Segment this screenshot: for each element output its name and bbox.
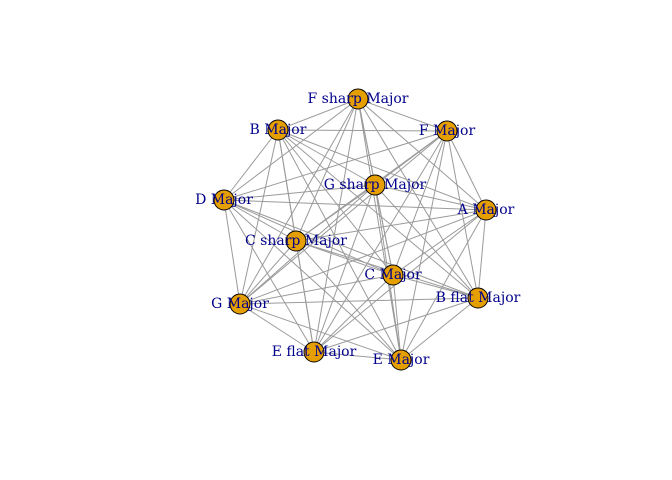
- edge-eflat-e: [313, 351, 402, 361]
- node-bflat: [467, 287, 489, 309]
- node-b: [267, 119, 289, 141]
- edge-a-bflat: [477, 209, 487, 299]
- edge-b-f: [277, 129, 448, 132]
- edge-c-eflat: [313, 274, 394, 353]
- edge-gsharp-a: [374, 184, 487, 211]
- edge-bflat-g: [239, 297, 479, 305]
- edge-f-d: [223, 130, 448, 201]
- node-label-f: F Major: [419, 123, 476, 139]
- edge-f-e: [400, 130, 448, 361]
- node-label-d: D Major: [195, 192, 253, 208]
- edge-gsharp-d: [223, 184, 376, 201]
- node-label-eflat: E flat Major: [272, 344, 357, 360]
- edge-d-g: [223, 199, 241, 305]
- node-csharp: [285, 230, 307, 252]
- edge-b-g: [239, 129, 279, 305]
- edge-f-bflat: [446, 130, 479, 299]
- edge-fsharp-f: [357, 98, 448, 132]
- node-eflat: [303, 341, 325, 363]
- nodes-layer: [213, 88, 497, 371]
- node-fsharp: [347, 88, 369, 110]
- node-label-b: B Major: [250, 122, 307, 138]
- edge-d-csharp: [223, 199, 297, 242]
- node-label-c: C Major: [364, 267, 422, 283]
- edge-gsharp-eflat: [313, 184, 376, 353]
- node-g: [229, 293, 251, 315]
- edge-b-c: [277, 129, 394, 276]
- node-label-fsharp: F sharp Major: [308, 91, 409, 107]
- edge-a-c: [392, 209, 487, 276]
- edge-d-bflat: [223, 199, 479, 299]
- node-label-a: A Major: [457, 202, 515, 218]
- edge-fsharp-b: [277, 98, 359, 131]
- edge-f-g: [239, 130, 448, 305]
- node-gsharp: [364, 174, 386, 196]
- edge-gsharp-bflat: [374, 184, 479, 299]
- edge-csharp-c: [295, 240, 394, 276]
- edge-b-a: [277, 129, 487, 211]
- node-d: [213, 189, 235, 211]
- edge-d-a: [223, 199, 487, 211]
- edge-f-c: [392, 130, 448, 276]
- edge-gsharp-c: [374, 184, 394, 276]
- edge-fsharp-csharp: [295, 98, 359, 242]
- edge-c-g: [239, 274, 394, 305]
- edge-a-e: [400, 209, 487, 361]
- edge-b-d: [223, 129, 279, 201]
- edge-bflat-e: [400, 297, 479, 361]
- edge-g-eflat: [239, 303, 315, 353]
- edge-csharp-g: [239, 240, 297, 305]
- node-label-bflat: B flat Major: [436, 290, 521, 306]
- node-f: [436, 120, 458, 142]
- node-label-csharp: C sharp Major: [245, 233, 347, 249]
- edge-b-gsharp: [277, 129, 376, 186]
- node-c: [382, 264, 404, 286]
- node-e: [390, 349, 412, 371]
- edge-a-g: [239, 209, 487, 305]
- edge-b-bflat: [277, 129, 479, 299]
- edge-fsharp-eflat: [313, 98, 359, 353]
- edge-g-e: [239, 303, 402, 361]
- edge-gsharp-csharp: [295, 184, 376, 242]
- edge-fsharp-g: [239, 98, 359, 305]
- edge-c-bflat: [392, 274, 479, 299]
- edge-bflat-eflat: [313, 297, 479, 353]
- edge-f-a: [446, 130, 487, 211]
- edge-c-e: [392, 274, 402, 361]
- node-label-g: G Major: [211, 296, 269, 312]
- node-label-e: E Major: [373, 352, 430, 368]
- edge-f-eflat: [313, 130, 448, 353]
- edge-fsharp-d: [223, 98, 359, 201]
- node-label-gsharp: G sharp Major: [324, 177, 427, 193]
- edge-fsharp-e: [357, 98, 402, 361]
- node-a: [475, 199, 497, 221]
- edge-d-eflat: [223, 199, 315, 353]
- edge-fsharp-bflat: [357, 98, 479, 299]
- edge-csharp-eflat: [295, 240, 315, 353]
- edge-csharp-e: [295, 240, 402, 361]
- edge-fsharp-a: [357, 98, 487, 211]
- edge-a-csharp: [295, 209, 487, 242]
